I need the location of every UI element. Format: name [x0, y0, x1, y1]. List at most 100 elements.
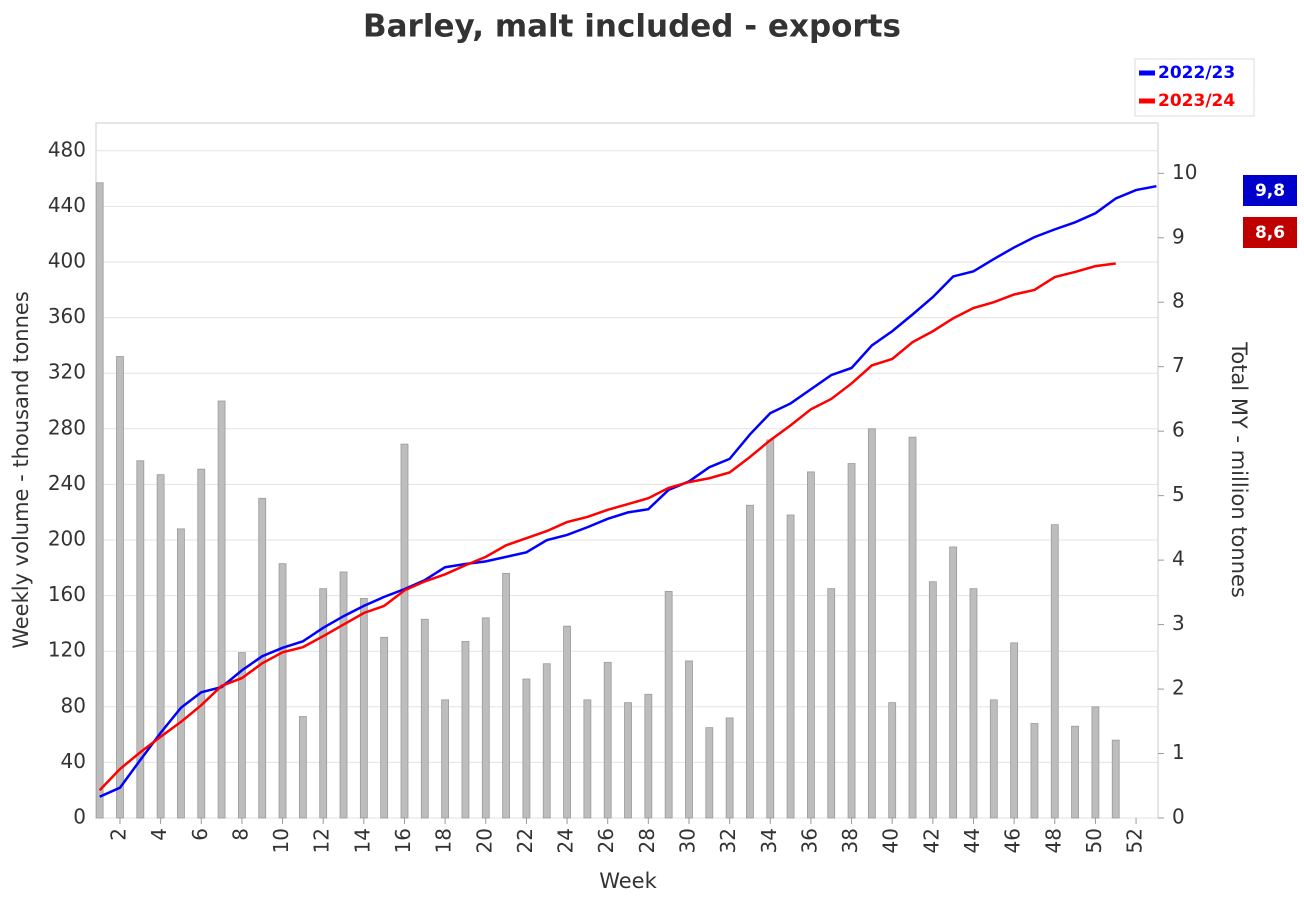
legend-swatch [1139, 98, 1155, 104]
bar [217, 400, 226, 819]
y2-tick-label: 7 [1172, 353, 1185, 377]
bar [136, 460, 145, 819]
bar [339, 571, 348, 819]
end-label: 9,8 [1255, 181, 1285, 201]
y-tick-label: 320 [48, 360, 86, 384]
plot-area [95, 122, 1159, 819]
bar [644, 693, 653, 819]
bar [481, 617, 490, 819]
bar [1091, 706, 1100, 819]
bar [705, 727, 714, 819]
y2-axis-label: Total MY - million tonnes [1227, 341, 1251, 598]
x-tick-label: 2 [106, 828, 130, 841]
x-tick-label: 52 [1123, 828, 1147, 853]
bar [827, 588, 836, 819]
y-tick-label: 200 [48, 527, 86, 551]
bar [888, 702, 897, 819]
bar [359, 597, 368, 819]
x-axis-label: Week [599, 869, 657, 893]
x-tick-label: 38 [838, 828, 862, 853]
y-tick-label: 400 [48, 249, 86, 273]
y-tick-label: 440 [48, 193, 86, 217]
x-tick-label: 4 [147, 828, 171, 841]
y2-tick-label: 0 [1172, 805, 1185, 829]
y2-tick-label: 3 [1172, 611, 1185, 635]
x-tick-label: 46 [1001, 828, 1025, 853]
bar [867, 428, 876, 819]
bar [1010, 642, 1019, 819]
bar [380, 636, 389, 819]
bar [685, 660, 693, 819]
bar [1050, 524, 1059, 819]
bar [156, 474, 165, 819]
bar [928, 581, 937, 819]
bar [847, 463, 856, 819]
x-tick-label: 6 [188, 828, 212, 841]
end-label-box [1243, 217, 1297, 248]
bar [969, 588, 978, 819]
line [98, 262, 1116, 792]
bar [400, 443, 409, 819]
y-tick-label: 80 [61, 693, 86, 717]
bar [786, 514, 795, 819]
bar [908, 436, 917, 819]
bar [177, 528, 185, 819]
bar [1030, 723, 1039, 819]
y2-tick-label: 2 [1172, 676, 1185, 700]
x-tick-label: 20 [472, 828, 496, 853]
y2-tick-label: 8 [1172, 289, 1185, 313]
x-tick-label: 24 [554, 828, 578, 853]
bar [116, 356, 124, 819]
x-tick-label: 44 [960, 828, 984, 853]
bar [461, 641, 470, 819]
bar [746, 504, 754, 819]
bar [238, 652, 246, 819]
x-tick-label: 28 [635, 828, 659, 853]
legend-label: 2023/24 [1158, 91, 1235, 111]
bar [1111, 739, 1120, 819]
x-tick-label: 22 [513, 828, 537, 853]
x-tick-label: 8 [228, 828, 252, 841]
x-tick-label: 50 [1082, 828, 1106, 853]
legend-label: 2022/23 [1158, 63, 1235, 83]
y2-tick-label: 6 [1172, 418, 1185, 442]
y-tick-label: 280 [48, 415, 86, 439]
bar [1071, 725, 1079, 819]
x-tick-label: 30 [675, 828, 699, 853]
x-tick-label: 16 [391, 828, 415, 853]
bar [766, 439, 775, 819]
line [99, 184, 1157, 798]
y-tick-label: 360 [48, 304, 86, 328]
end-label-box [1243, 175, 1297, 206]
bar [664, 591, 673, 819]
x-tick-label: 42 [919, 828, 943, 853]
x-tick-label: 48 [1041, 828, 1065, 853]
bar [420, 618, 429, 819]
y-tick-label: 40 [61, 749, 86, 773]
bar [583, 699, 592, 819]
bar [522, 678, 531, 819]
bar [319, 588, 328, 819]
bar [949, 546, 958, 819]
y-tick-label: 120 [48, 638, 86, 662]
y-tick-label: 0 [73, 805, 86, 829]
y-axis-label: Weekly volume - thousand tonnes [9, 291, 33, 649]
bar [542, 663, 551, 819]
y2-tick-label: 10 [1172, 160, 1197, 184]
bar [502, 572, 510, 819]
bar [298, 716, 307, 819]
y2-tick-label: 1 [1172, 740, 1185, 764]
y-tick-label: 240 [48, 471, 86, 495]
legend-swatch [1139, 70, 1155, 76]
x-tick-label: 36 [797, 828, 821, 853]
bar [725, 717, 734, 819]
y-tick-label: 480 [48, 137, 86, 161]
x-tick-label: 34 [757, 828, 781, 853]
bar [624, 702, 632, 819]
bar [603, 661, 612, 819]
x-tick-label: 40 [879, 828, 903, 853]
bar [807, 471, 815, 819]
bar [197, 468, 206, 819]
y2-tick-label: 4 [1172, 547, 1185, 571]
bar [563, 625, 571, 819]
